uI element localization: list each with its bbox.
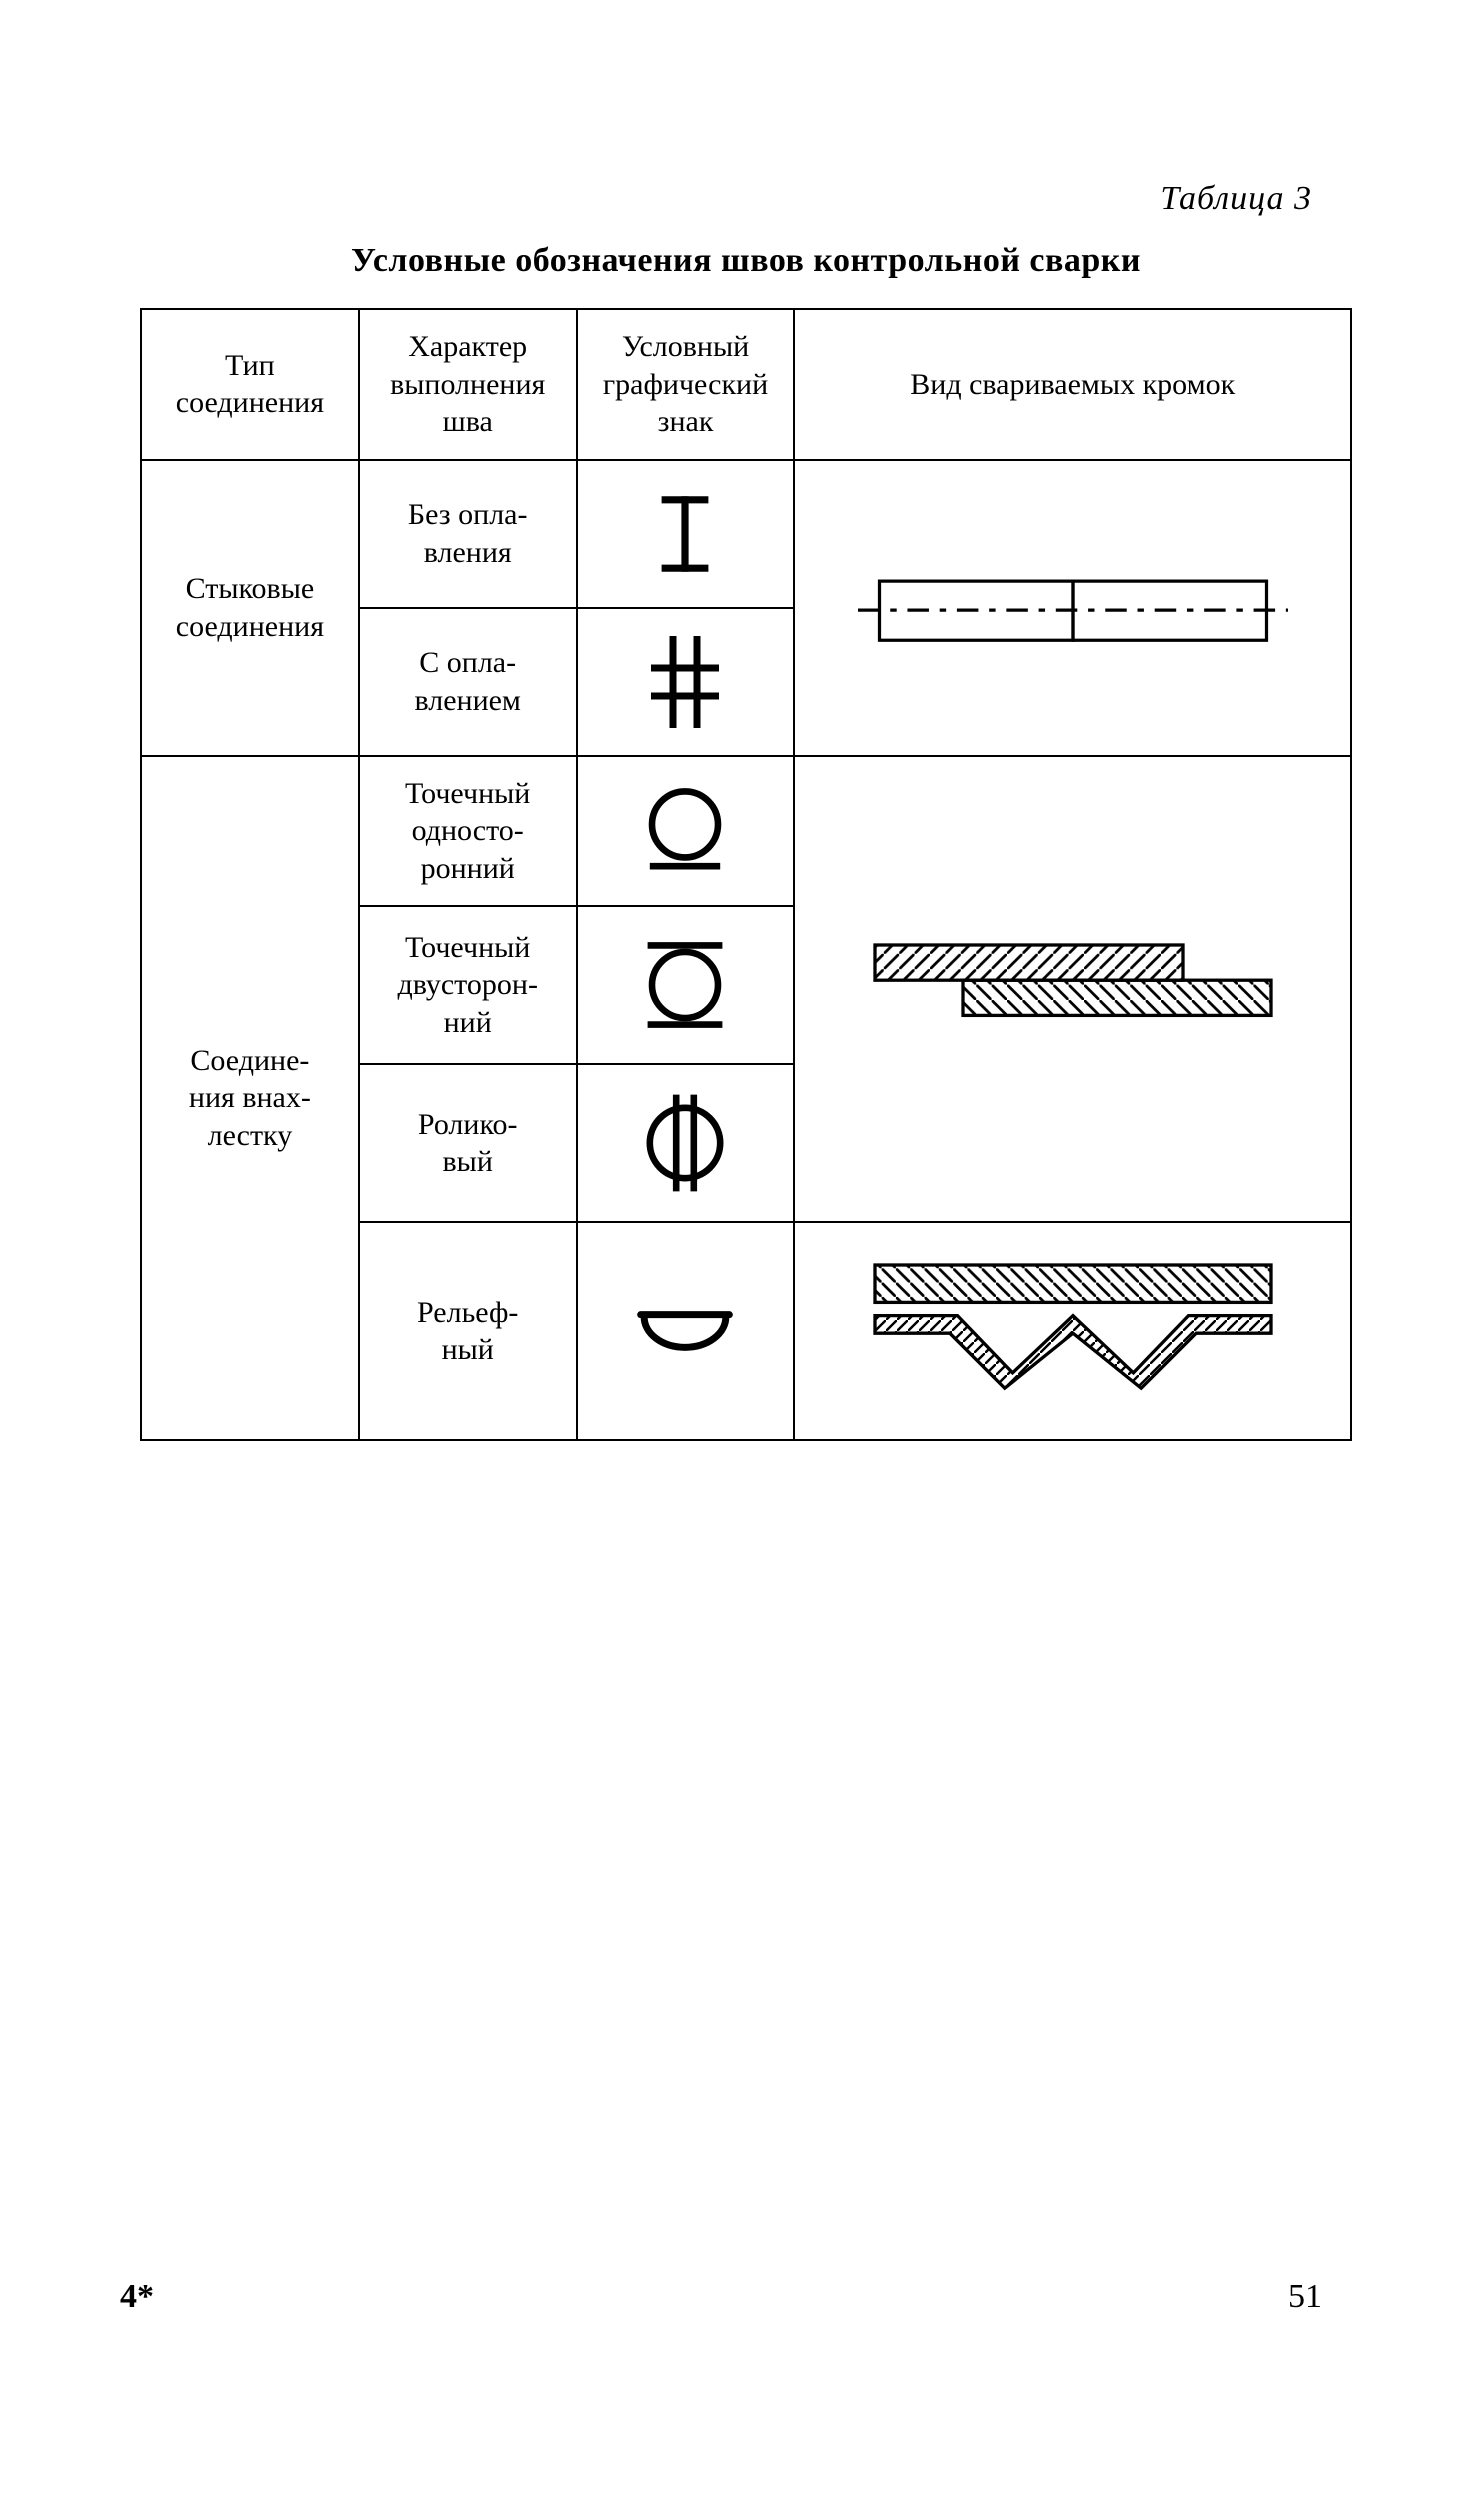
table-number-label: Таблица 3 [140, 180, 1312, 218]
edge-cell-lap [794, 756, 1351, 1223]
i-beam-icon [640, 479, 730, 589]
type-cell-butt: Стыковыесоединения [141, 460, 359, 756]
footer-page-number: 51 [1288, 2278, 1322, 2316]
table-header-row: Типсоединения Характервыполненияшва Усло… [141, 309, 1351, 460]
table-row: Стыковыесоединения Без опла-вления [141, 460, 1351, 608]
butt-plates-diagram [858, 513, 1288, 703]
col-header-symbol: Условныйграфическийзнак [577, 309, 795, 460]
char-cell: Без опла-вления [359, 460, 577, 608]
char-cell: Рельеф-ный [359, 1222, 577, 1440]
symbol-cell-i-beam [577, 460, 795, 608]
page: Таблица 3 Условные обозначения швов конт… [0, 0, 1472, 2496]
circle-over-under-icon [630, 925, 740, 1045]
lap-hatched-diagram [853, 914, 1293, 1064]
half-arc-down-icon [625, 1296, 745, 1366]
double-cross-icon [635, 627, 735, 737]
edge-cell-relief [794, 1222, 1351, 1440]
symbol-cell-circle-underline [577, 756, 795, 907]
footer-sheet-mark: 4* [120, 2278, 154, 2316]
type-cell-lap: Соедине-ния внах-лестку [141, 756, 359, 1441]
col-header-type: Типсоединения [141, 309, 359, 460]
char-cell: Точечныйодносто-ронний [359, 756, 577, 907]
table-title: Условные обозначения швов контрольной св… [140, 242, 1352, 280]
symbol-cell-circle-double-vertical [577, 1064, 795, 1222]
symbol-cell-half-arc [577, 1222, 795, 1440]
char-cell: Ролико-вый [359, 1064, 577, 1222]
symbol-cell-double-cross [577, 608, 795, 756]
char-cell: Точечныйдвусторон-ний [359, 906, 577, 1064]
circle-underline-icon [630, 776, 740, 886]
circle-double-vertical-icon [630, 1083, 740, 1203]
symbol-cell-circle-over-under [577, 906, 795, 1064]
col-header-char: Характервыполненияшва [359, 309, 577, 460]
table-row: Соедине-ния внах-лестку Точечныйодносто-… [141, 756, 1351, 907]
relief-hatched-diagram [853, 1241, 1293, 1421]
char-cell: С опла-влением [359, 608, 577, 756]
edge-cell-butt [794, 460, 1351, 756]
weld-symbols-table: Типсоединения Характервыполненияшва Усло… [140, 308, 1352, 1441]
col-header-edge: Вид свариваемых кромок [794, 309, 1351, 460]
